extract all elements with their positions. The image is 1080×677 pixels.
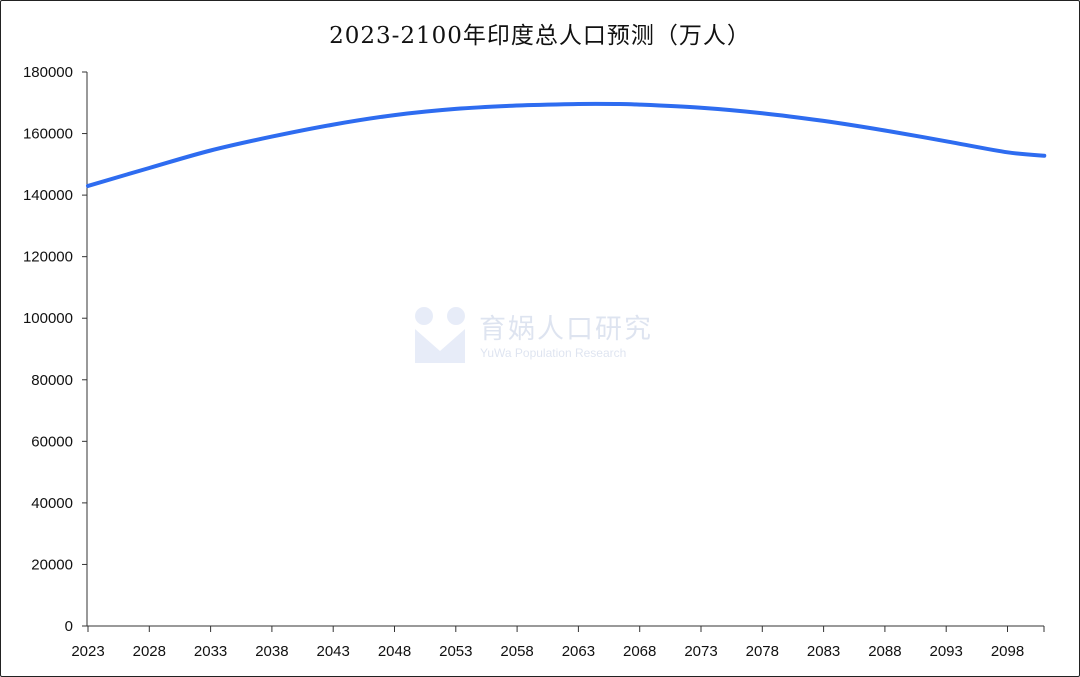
x-tick-label: 2098 <box>991 643 1024 660</box>
x-tick-label: 2093 <box>930 643 963 660</box>
watermark-logo-icon <box>415 307 465 363</box>
x-tick-label: 2043 <box>317 643 350 660</box>
y-tick-label: 60000 <box>31 433 73 450</box>
y-tick-label: 80000 <box>31 372 73 389</box>
y-tick-label: 100000 <box>23 310 73 327</box>
watermark-text-en: YuWa Population Research <box>480 346 627 360</box>
x-tick-label: 2073 <box>684 643 717 660</box>
y-tick-label: 0 <box>65 618 73 635</box>
y-tick-label: 180000 <box>23 64 73 81</box>
watermark: 育娲人口研究 YuWa Population Research <box>413 305 651 370</box>
x-tick-label: 2068 <box>623 643 656 660</box>
series-line <box>86 101 1047 188</box>
x-tick-label: 2053 <box>439 643 472 660</box>
x-tick-label: 2023 <box>71 643 104 660</box>
watermark-text-cn: 育娲人口研究 <box>479 314 653 345</box>
x-tick-label: 2078 <box>746 643 779 660</box>
x-tick-label: 2088 <box>868 643 901 660</box>
y-tick-label: 140000 <box>23 187 73 204</box>
x-tick-label: 2063 <box>562 643 595 660</box>
chart-title: 2023-2100年印度总人口预测（万人） <box>329 23 751 49</box>
y-tick-label: 120000 <box>23 249 73 266</box>
y-tick-label: 160000 <box>23 126 73 143</box>
x-tick-label: 2038 <box>255 643 288 660</box>
x-tick-label: 2048 <box>378 643 411 660</box>
x-tick-label: 2083 <box>807 643 840 660</box>
x-tick-label: 2033 <box>194 643 227 660</box>
x-tick-label: 2028 <box>133 643 166 660</box>
x-tick-label: 2058 <box>500 643 533 660</box>
y-tick-label: 40000 <box>31 495 73 512</box>
y-tick-label: 20000 <box>31 556 73 573</box>
